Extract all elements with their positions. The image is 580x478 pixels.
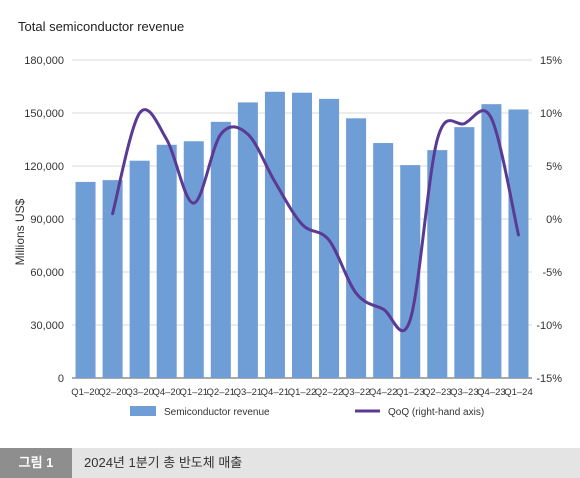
y2-tick-label: 15% bbox=[540, 55, 562, 67]
revenue-bar bbox=[508, 109, 529, 378]
y-tick-label: 180,000 bbox=[24, 55, 64, 67]
x-tick-label: Q4–21 bbox=[261, 387, 290, 398]
revenue-bar bbox=[373, 143, 394, 378]
x-tick-label: Q3–22 bbox=[342, 387, 371, 398]
x-tick-label: Q1–22 bbox=[288, 387, 317, 398]
chart-canvas: Total semiconductor revenue 0 30,000 60,00… bbox=[13, 19, 562, 418]
x-tick-label: Q4–20 bbox=[152, 387, 181, 398]
revenue-bar bbox=[237, 102, 258, 379]
y-tick-label: 90,000 bbox=[30, 214, 64, 226]
qoq-line bbox=[111, 108, 520, 332]
legend-label-revenue: Semiconductor revenue bbox=[164, 407, 270, 418]
revenue-bar bbox=[481, 104, 502, 379]
x-tick-label: Q2–21 bbox=[207, 387, 236, 398]
figure-caption: 그림 1 2024년 1분기 총 반도체 매출 bbox=[0, 448, 580, 478]
revenue-bar bbox=[102, 180, 123, 378]
revenue-bar bbox=[75, 181, 96, 378]
legend-swatch-revenue bbox=[130, 406, 156, 416]
bars-group bbox=[75, 91, 529, 379]
y2-tick-label: -10% bbox=[536, 320, 562, 332]
y-tick-label: 120,000 bbox=[24, 161, 64, 173]
x-tick-label: Q1–24 bbox=[504, 387, 533, 398]
x-tick-label: Q4–22 bbox=[369, 387, 398, 398]
qoq-line-group bbox=[111, 108, 520, 332]
x-tick-label: Q1–20 bbox=[71, 387, 100, 398]
x-tick-label: Q1–21 bbox=[179, 387, 208, 398]
revenue-bar bbox=[264, 91, 285, 379]
revenue-bar bbox=[129, 160, 150, 378]
x-tick-label: Q3–21 bbox=[234, 387, 263, 398]
revenue-bar bbox=[400, 165, 421, 378]
y2-tick-label: 10% bbox=[540, 108, 562, 120]
revenue-bar bbox=[210, 121, 231, 378]
x-tick-label: Q4–23 bbox=[477, 387, 506, 398]
revenue-bar bbox=[183, 141, 204, 378]
x-tick-label: Q3–23 bbox=[450, 387, 479, 398]
y-tick-label: 150,000 bbox=[24, 108, 64, 120]
y2-tick-label: 0% bbox=[546, 214, 562, 226]
revenue-bar bbox=[427, 150, 448, 378]
y-tick-label: 0 bbox=[58, 373, 64, 385]
figure-number-tag: 그림 1 bbox=[0, 448, 72, 478]
revenue-bar bbox=[346, 118, 367, 379]
x-tick-label: Q2–20 bbox=[98, 387, 127, 398]
y-tick-label: 30,000 bbox=[30, 320, 64, 332]
right-axis: -15% -10% -5% 0% 5% 10% 15% bbox=[536, 55, 562, 385]
legend-label-qoq: QoQ (right-hand axis) bbox=[388, 407, 484, 418]
revenue-bar bbox=[156, 144, 177, 378]
x-axis: Q1–20Q2–20Q3–20Q4–20Q1–21Q2–21Q3–21Q4–21… bbox=[71, 387, 532, 398]
y2-tick-label: -5% bbox=[542, 267, 562, 279]
left-axis: 0 30,000 60,000 90,000 120,000 150,000 180,000 bbox=[24, 55, 64, 385]
chart-title: Total semiconductor revenue bbox=[18, 19, 184, 34]
y-axis-title: Millions US$ bbox=[13, 198, 27, 265]
y-tick-label: 60,000 bbox=[30, 267, 64, 279]
revenue-bar bbox=[454, 127, 475, 378]
x-tick-label: Q3–20 bbox=[125, 387, 154, 398]
x-tick-label: Q2–22 bbox=[315, 387, 344, 398]
x-tick-label: Q2–23 bbox=[423, 387, 452, 398]
figure-caption-text: 2024년 1분기 총 반도체 매출 bbox=[84, 455, 243, 470]
revenue-bar bbox=[291, 92, 313, 378]
legend: Semiconductor revenue QoQ (right-hand axi… bbox=[130, 406, 484, 418]
y2-tick-label: -15% bbox=[536, 373, 562, 385]
y2-tick-label: 5% bbox=[546, 161, 562, 173]
x-tick-label: Q1–23 bbox=[396, 387, 425, 398]
